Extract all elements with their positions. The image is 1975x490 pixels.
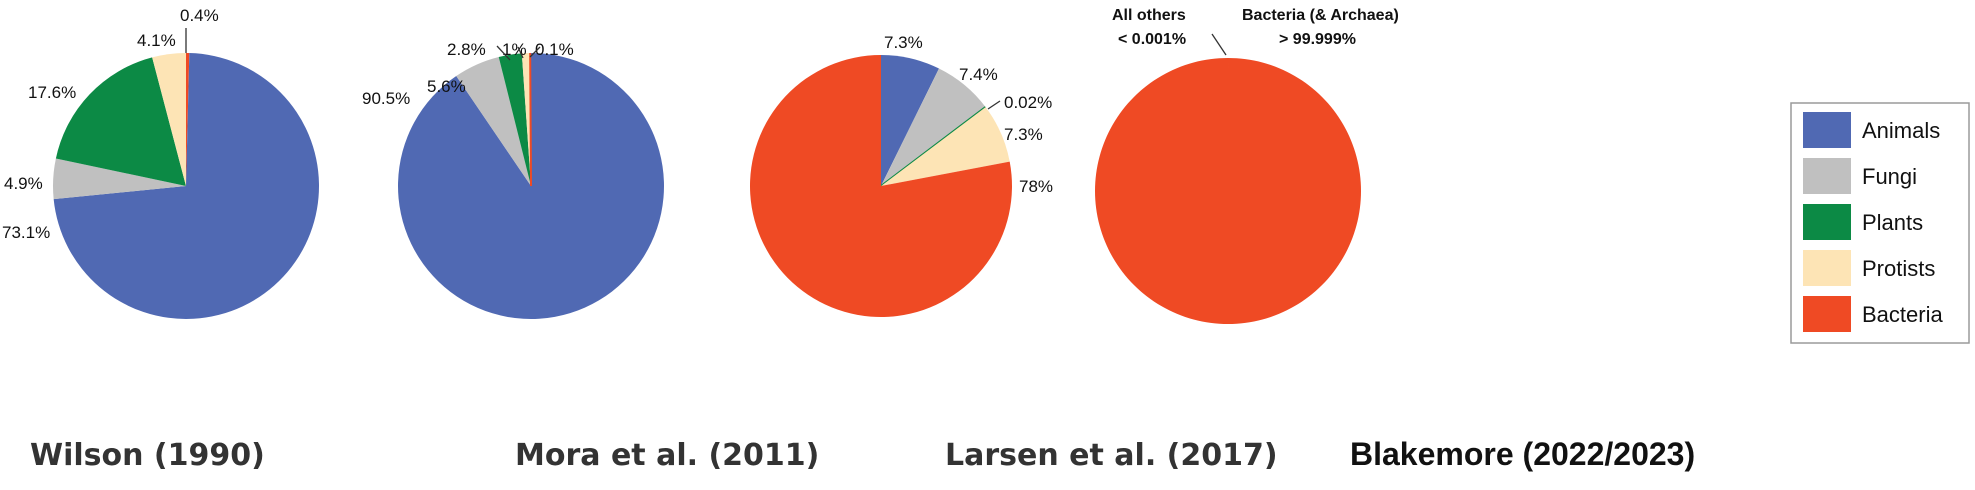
pie-slice-1-bacteria [186,52,190,187]
pie-slice-1-protists [152,53,186,186]
leader-lines [185,28,1227,110]
data-label-2-animals: 90.5% [362,89,410,108]
data-label-3-animals: 7.3% [884,33,923,52]
legend-item-plants: Plants [1803,204,1923,240]
data-label-2-fungi: 5.6% [427,77,466,96]
pie-slice-3-bacteria [749,55,1012,317]
legend-swatch-bacteria [1803,296,1851,332]
leader-line-2-protists [517,46,524,59]
data-label-4-bacteria-line2: > 99.999% [1279,31,1356,48]
pie-slice-3-fungi [881,68,986,186]
chart-title-larsen: Larsen et al. (2017) [945,438,1278,473]
data-label-1-animals: 73.1% [2,223,50,242]
legend-swatch-fungi [1803,158,1851,194]
pie-sliver-2-bacteria [529,52,532,187]
legend-swatch-protists [1803,250,1851,286]
data-label-3-fungi: 7.4% [959,65,998,84]
chart-title-mora: Mora et al. (2011) [515,438,819,473]
data-label-1-plants: 17.6% [28,83,76,102]
chart-title-wilson: Wilson (1990) [30,438,265,473]
pie-slice-1-animals [53,53,320,319]
legend: Animals Fungi Plants Protists Bacteria [1790,102,1970,344]
leader-line-4-all-others [1211,33,1227,56]
data-label-2-bacteria: 0.1% [535,40,574,59]
data-label-1-protists: 4.1% [137,31,176,50]
data-label-1-bacteria: 0.4% [180,6,219,25]
legend-label-animals: Animals [1862,118,1940,143]
data-label-2-protists: 1% [502,40,527,59]
leader-line-2-plants [496,45,511,61]
slice-labels: 0.4% 73.1% 4.9% 17.6% 4.1% 90.5% 5.6% 2.8% 1% 0.1… [2,6,1399,242]
pie-slice-2-protists [521,53,531,186]
pie-slice-2-fungi [456,56,531,186]
pie-slice-3-protists [881,107,1010,186]
data-label-3-protists: 7.3% [1004,125,1043,144]
pie-slice-1-fungi [53,158,187,200]
data-label-3-plants: 0.02% [1004,93,1052,112]
legend-item-protists: Protists [1803,250,1935,286]
data-label-3-bacteria: 78% [1019,177,1053,196]
data-label-4-all-others-line2: < 0.001% [1118,31,1186,48]
legend-item-bacteria: Bacteria [1803,296,1943,332]
legend-label-plants: Plants [1862,210,1923,235]
chart-title-blakemore: Blakemore (2022/2023) [1350,436,1695,472]
pie-slice-3-animals [881,55,939,186]
pie-slice-2-plants [498,53,531,186]
pie-charts [53,52,1362,325]
pie-slice-4-bacteria [1095,58,1362,325]
data-label-1-fungi: 4.9% [4,174,43,193]
legend-swatch-plants [1803,204,1851,240]
pie-slice-1-plants [55,57,186,186]
data-label-2-plants: 2.8% [447,40,486,59]
legend-item-animals: Animals [1803,112,1940,148]
leader-line-2-bacteria [529,46,541,58]
leader-line-3-plants [987,100,1001,110]
data-label-4-bacteria-line1: Bacteria (& Archaea) [1242,7,1399,24]
legend-swatch-animals [1803,112,1851,148]
pie-sliver-3-plants [880,106,987,187]
legend-item-fungi: Fungi [1803,158,1917,194]
legend-label-bacteria: Bacteria [1862,302,1943,327]
legend-label-protists: Protists [1862,256,1935,281]
legend-label-fungi: Fungi [1862,164,1917,189]
data-label-4-all-others-line1: All others [1112,7,1186,24]
